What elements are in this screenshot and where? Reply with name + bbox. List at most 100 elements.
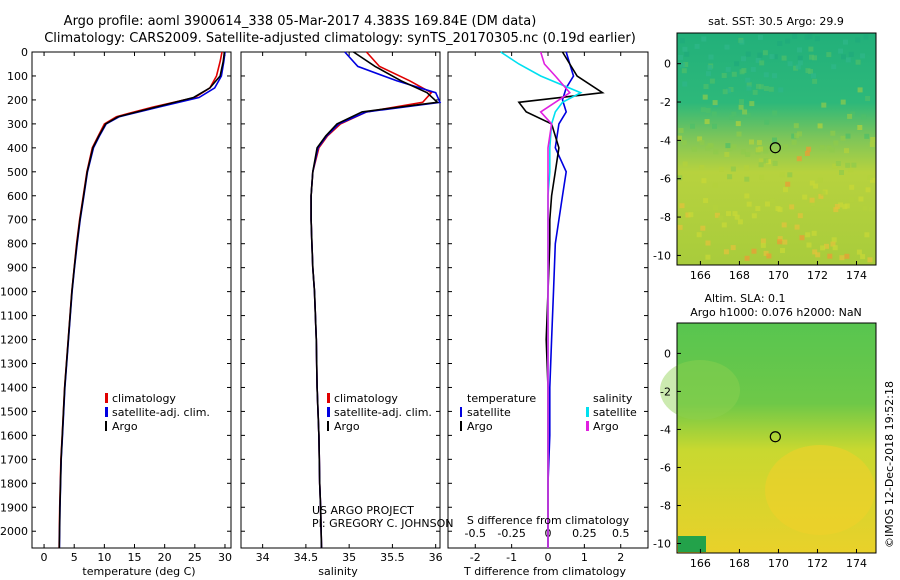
argo-position-marker bbox=[769, 142, 781, 154]
sst-cell bbox=[811, 230, 817, 236]
y-tick-label: 1400 bbox=[0, 381, 28, 394]
sst-cell bbox=[810, 201, 816, 207]
sst-cell bbox=[838, 48, 844, 54]
sst-cell bbox=[777, 236, 783, 242]
map-x-tick-label: 170 bbox=[768, 557, 789, 570]
legend-t-argo: Argo bbox=[467, 420, 493, 433]
sst-cell bbox=[839, 255, 845, 261]
sst-cell bbox=[746, 201, 752, 207]
sst-cell bbox=[714, 212, 720, 218]
t-difference-xlabel: T difference from climatology bbox=[463, 565, 626, 578]
sst-cell bbox=[777, 239, 783, 245]
sst-cell bbox=[688, 212, 694, 218]
sst-cell bbox=[843, 39, 848, 45]
temperature-plot-frame bbox=[31, 51, 232, 549]
sst-cell bbox=[749, 101, 755, 107]
sst-cell bbox=[762, 50, 768, 56]
sst-cell bbox=[755, 147, 761, 153]
sst-cell bbox=[757, 34, 763, 40]
sla-map-axes: 166 168 170 172 174 0 -2 -4 -6 -8 -10 bbox=[653, 347, 867, 570]
sst-cell bbox=[731, 144, 737, 150]
sst-cell bbox=[679, 203, 685, 209]
sst-cell bbox=[842, 204, 848, 210]
sst-cell bbox=[863, 34, 869, 40]
x-tick-label: 20 bbox=[158, 551, 172, 564]
y-tick-label: 1900 bbox=[0, 501, 28, 514]
sst-cell bbox=[682, 161, 688, 167]
sst-cell bbox=[838, 202, 844, 208]
sst-cell bbox=[804, 34, 810, 40]
map-x-tick-label: 168 bbox=[729, 557, 750, 570]
sst-cell bbox=[832, 163, 838, 169]
legend-salinity-head: salinity bbox=[593, 392, 633, 405]
y-tick-label: 600 bbox=[7, 190, 28, 203]
salinity-plot: 34 34.5 35 35.5 36 bbox=[241, 51, 443, 564]
x-tick-label: 10 bbox=[97, 551, 111, 564]
y-tick-label: 0 bbox=[21, 46, 28, 59]
sst-cell bbox=[763, 250, 769, 256]
sst-cell bbox=[797, 60, 803, 66]
sst-cell bbox=[746, 82, 752, 88]
sst-cell bbox=[813, 183, 819, 189]
sst-cell bbox=[728, 87, 734, 92]
sst-cell bbox=[799, 235, 805, 241]
sst-cell bbox=[744, 255, 750, 261]
map-x-tick-label: 170 bbox=[768, 269, 789, 282]
y-tick-label: 200 bbox=[7, 94, 28, 107]
sst-cell bbox=[756, 140, 762, 146]
series-line bbox=[310, 51, 442, 549]
sst-cell bbox=[847, 113, 853, 119]
temperature-legend: climatology satellite-adj. clim. Argo bbox=[105, 392, 210, 433]
sst-cell bbox=[772, 160, 778, 166]
sst-cell bbox=[806, 146, 812, 152]
sst-cell bbox=[759, 60, 765, 66]
sst-cell bbox=[814, 36, 820, 42]
series-line bbox=[310, 51, 433, 549]
map-y-tick-label: -10 bbox=[653, 537, 671, 550]
sst-cell bbox=[732, 211, 738, 217]
sst-cell bbox=[869, 206, 874, 212]
legend-s-satellite: satellite bbox=[593, 406, 637, 419]
x-tick-label: 0 bbox=[545, 551, 552, 564]
sst-cell bbox=[830, 130, 836, 136]
sst-cell bbox=[724, 152, 730, 157]
sst-cell bbox=[835, 161, 841, 166]
x2-tick-label: -0.25 bbox=[497, 527, 525, 540]
sst-cell bbox=[855, 59, 861, 65]
sst-cell bbox=[731, 111, 737, 117]
s-difference-xlabel: S difference from climatology bbox=[467, 514, 630, 527]
map-y-tick-label: 0 bbox=[664, 347, 671, 360]
salinity-xlabel: salinity bbox=[318, 565, 358, 578]
sst-cell bbox=[725, 88, 731, 94]
sst-cell bbox=[781, 222, 787, 228]
sst-cell bbox=[735, 121, 741, 127]
sst-cell bbox=[727, 174, 733, 180]
x-tick-label: 36 bbox=[429, 551, 443, 564]
sst-cell bbox=[791, 140, 797, 145]
map-x-tick-label: 172 bbox=[807, 557, 828, 570]
sst-cell bbox=[721, 73, 727, 78]
y-tick-label: 400 bbox=[7, 142, 28, 155]
map-y-tick-label: -6 bbox=[660, 173, 671, 186]
sst-cell bbox=[815, 252, 821, 258]
sst-cell bbox=[820, 245, 826, 251]
sst-cell bbox=[794, 224, 800, 230]
salinity-legend: climatology satellite-adj. clim. Argo bbox=[327, 392, 432, 433]
sst-cell bbox=[850, 111, 856, 117]
sst-cell bbox=[739, 99, 744, 105]
sst-cell bbox=[848, 167, 854, 173]
sst-cell bbox=[797, 213, 803, 219]
figure-title-line2: Climatology: CARS2009. Satellite-adjuste… bbox=[44, 31, 636, 46]
sst-cell bbox=[849, 197, 855, 203]
sst-cell bbox=[858, 196, 864, 202]
sst-cell bbox=[820, 190, 826, 196]
sst-cell bbox=[781, 55, 787, 61]
sst-cell bbox=[855, 37, 861, 43]
sst-cell bbox=[711, 111, 717, 117]
x2-tick-label: -0.5 bbox=[465, 527, 486, 540]
sst-cell bbox=[791, 133, 797, 139]
sst-cell bbox=[731, 71, 737, 77]
x-tick-label: 5 bbox=[71, 551, 78, 564]
sst-cell bbox=[869, 142, 875, 147]
sst-cell bbox=[817, 123, 823, 129]
